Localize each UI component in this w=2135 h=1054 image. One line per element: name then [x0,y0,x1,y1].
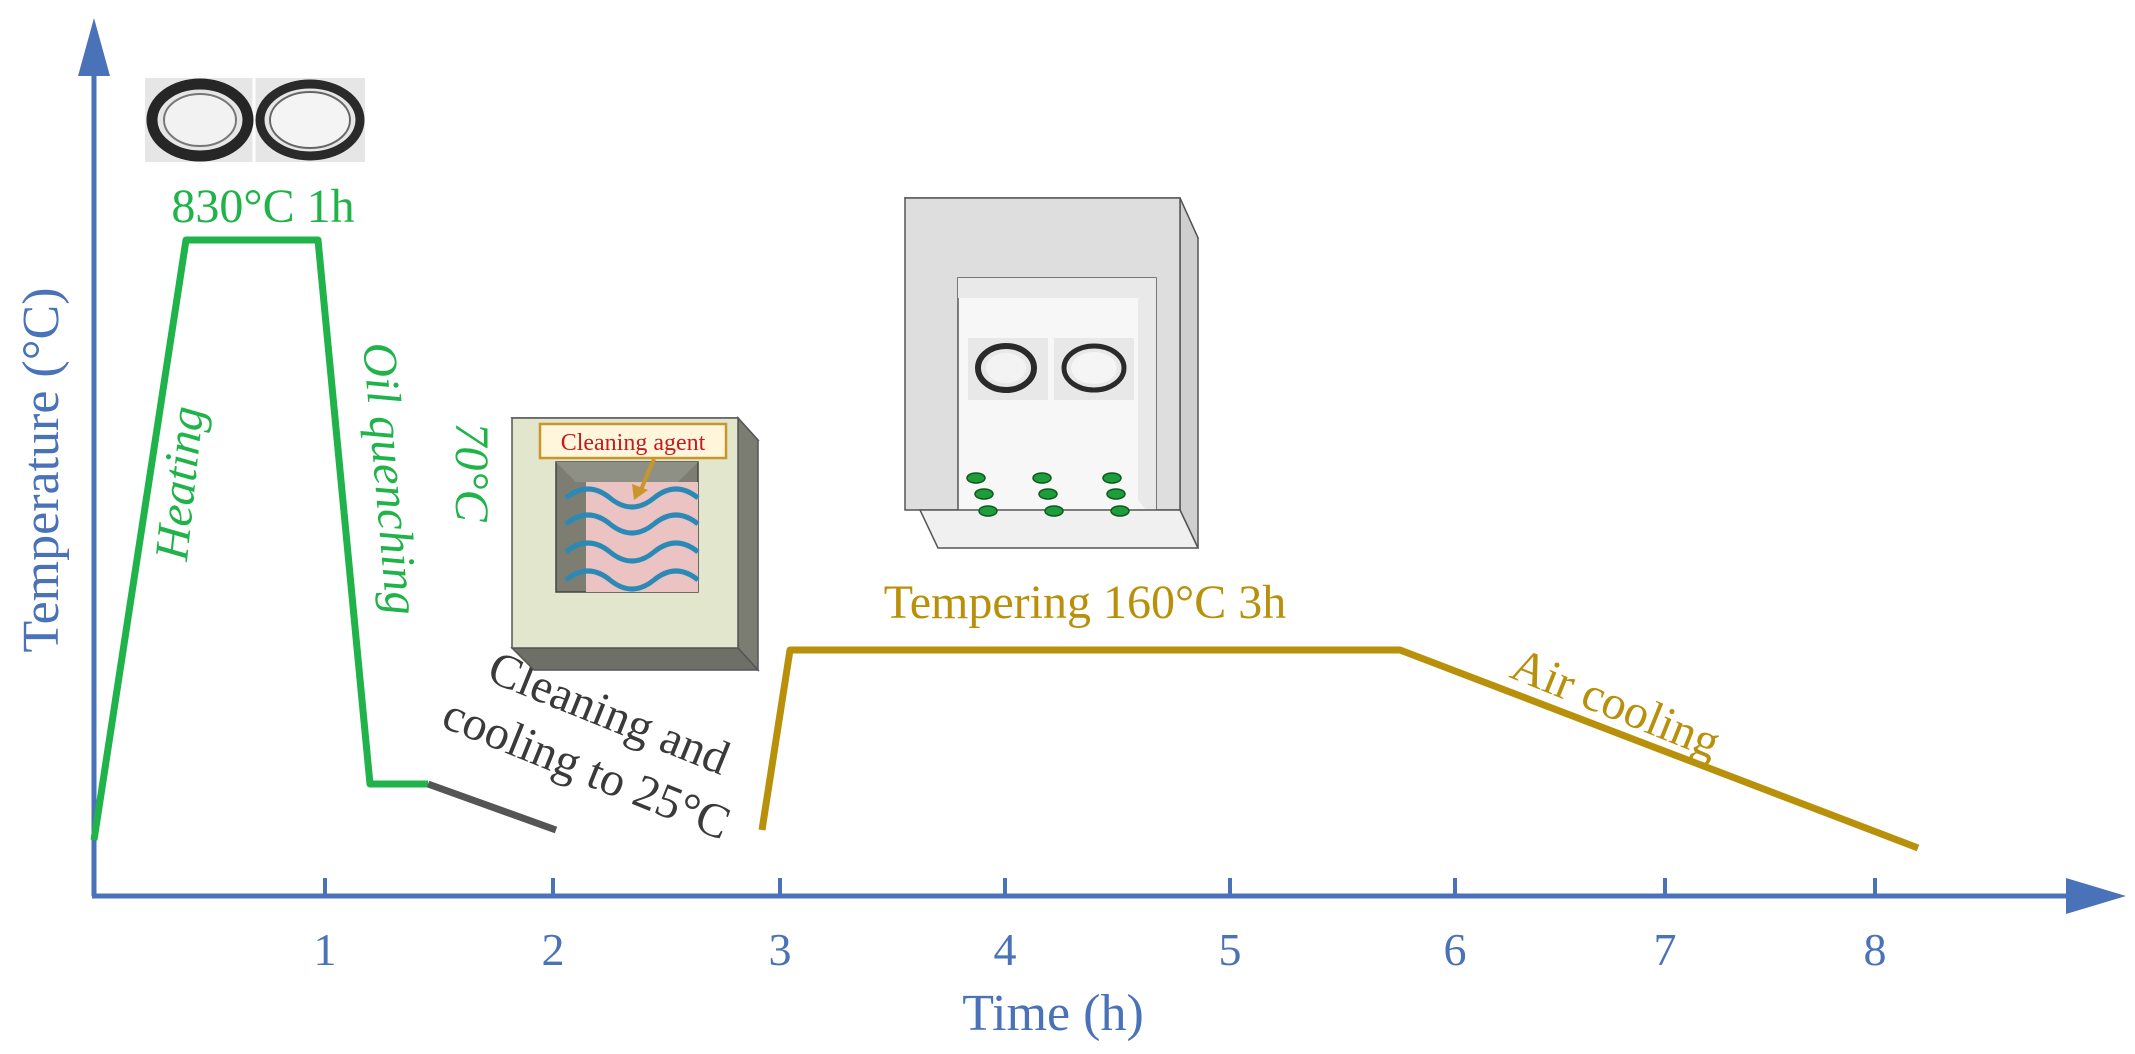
rings-photo [145,78,365,162]
tempering-curve [758,646,1920,852]
oil-quenching-label: Oil quenching [352,340,429,617]
tempering-furnace [903,197,1200,549]
x-tick-label: 5 [1219,924,1242,975]
cleaning-agent-box [538,422,728,460]
austenitizing-label: 830°C 1h [171,180,354,233]
x-tick-label: 1 [314,924,337,975]
x-tick-label: 7 [1654,924,1677,975]
cleaning-agent-label: Cleaning agent [561,430,706,456]
x-tick-labels: 1 2 3 4 5 6 7 8 [314,924,1887,975]
x-tick-label: 6 [1444,924,1467,975]
y-axis-title: Temperature (°C) [13,287,70,652]
arrow-down-icon [632,484,648,500]
x-tick-label: 2 [542,924,565,975]
x-axis-title: Time (h) [962,985,1144,1042]
x-tick-label: 3 [769,924,792,975]
x-tick-label: 4 [994,924,1017,975]
tempering-label: Tempering 160°C 3h [884,576,1286,629]
x-tick-label: 8 [1864,924,1887,975]
x-axis-arrow-icon [2066,878,2126,914]
x-axis [92,878,2126,914]
y-axis [78,18,110,896]
quench-curve [90,236,428,841]
cleaning-curve [426,780,558,834]
cleaning-tank: Cleaning agent [510,416,760,672]
oil-temp-label: 70°C [445,422,498,522]
x-ticks [323,878,1877,896]
y-axis-arrow-icon [78,18,110,76]
